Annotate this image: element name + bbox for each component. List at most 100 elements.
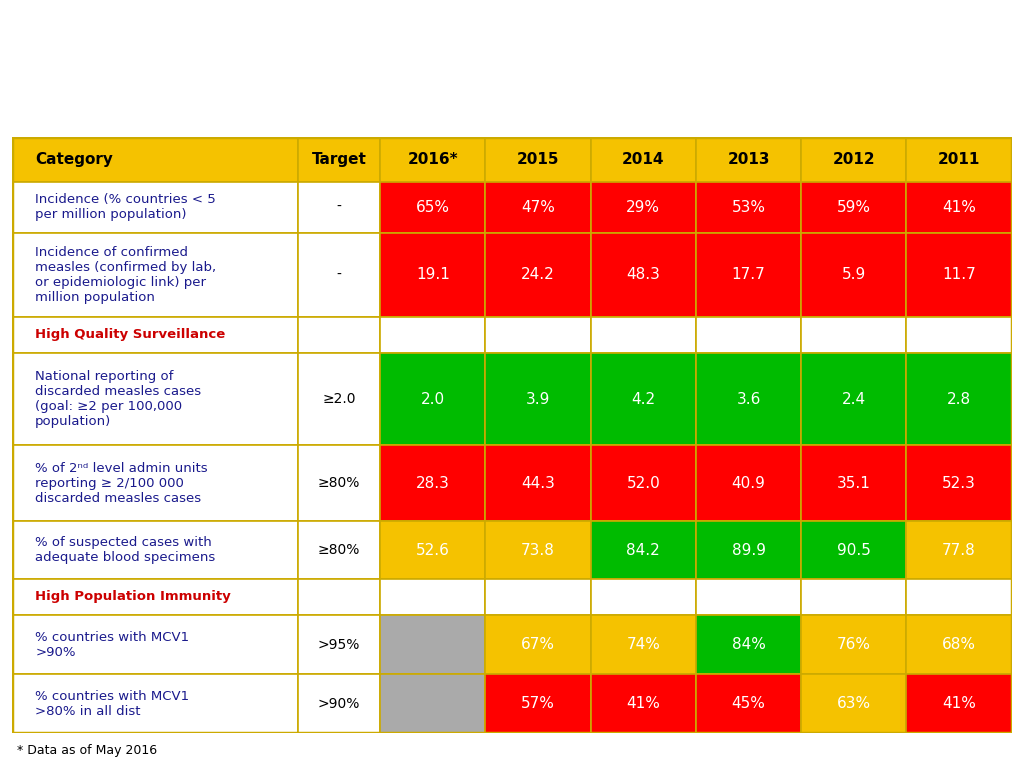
- Text: % of suspected cases with
adequate blood specimens: % of suspected cases with adequate blood…: [35, 536, 215, 564]
- Bar: [12, 181, 298, 233]
- Bar: [696, 353, 801, 445]
- Text: 52.0: 52.0: [627, 476, 660, 491]
- Text: Incidence (% countries < 5
per million population): Incidence (% countries < 5 per million p…: [35, 194, 216, 221]
- Bar: [906, 181, 1012, 233]
- Bar: [696, 233, 801, 317]
- Text: 2.8: 2.8: [947, 392, 971, 407]
- Text: 84.2: 84.2: [627, 543, 660, 558]
- Text: 41%: 41%: [627, 697, 660, 711]
- Bar: [906, 674, 1012, 733]
- Bar: [380, 579, 485, 615]
- Bar: [696, 615, 801, 674]
- Bar: [298, 233, 380, 317]
- Text: 2014: 2014: [622, 151, 665, 167]
- Bar: [801, 317, 906, 353]
- Bar: [380, 137, 485, 181]
- Bar: [380, 615, 485, 674]
- Bar: [298, 521, 380, 579]
- Text: 19.1: 19.1: [416, 267, 450, 283]
- Bar: [591, 674, 696, 733]
- Text: 41%: 41%: [942, 200, 976, 215]
- Bar: [485, 317, 591, 353]
- Text: Elimination WPRO Region 2000-2016*: Elimination WPRO Region 2000-2016*: [202, 88, 822, 116]
- Text: 52.3: 52.3: [942, 476, 976, 491]
- Bar: [696, 445, 801, 521]
- Text: 17.7: 17.7: [732, 267, 766, 283]
- Bar: [380, 181, 485, 233]
- Bar: [298, 445, 380, 521]
- Text: 24.2: 24.2: [521, 267, 555, 283]
- Bar: [12, 445, 298, 521]
- Text: 67%: 67%: [521, 637, 555, 652]
- Bar: [801, 674, 906, 733]
- Bar: [696, 181, 801, 233]
- Text: % countries with MCV1
>80% in all dist: % countries with MCV1 >80% in all dist: [35, 690, 189, 718]
- Bar: [801, 181, 906, 233]
- Text: 11.7: 11.7: [942, 267, 976, 283]
- Text: 89.9: 89.9: [731, 543, 766, 558]
- Text: High Population Immunity: High Population Immunity: [35, 591, 230, 604]
- Bar: [906, 137, 1012, 181]
- Bar: [298, 615, 380, 674]
- Text: 52.6: 52.6: [416, 543, 450, 558]
- Text: 41%: 41%: [942, 697, 976, 711]
- Text: 2015: 2015: [517, 151, 559, 167]
- Bar: [380, 317, 485, 353]
- Bar: [591, 579, 696, 615]
- Text: 4.2: 4.2: [631, 392, 655, 407]
- Bar: [591, 233, 696, 317]
- Text: Target: Target: [311, 151, 367, 167]
- Text: 53%: 53%: [731, 200, 766, 215]
- Text: 47%: 47%: [521, 200, 555, 215]
- Bar: [591, 445, 696, 521]
- Text: ≥2.0: ≥2.0: [323, 392, 355, 406]
- Bar: [12, 521, 298, 579]
- Text: National reporting of
discarded measles cases
(goal: ≥2 per 100,000
population): National reporting of discarded measles …: [35, 370, 202, 429]
- Bar: [696, 521, 801, 579]
- Text: ≥80%: ≥80%: [317, 476, 360, 491]
- Text: Indicators of Progress Towards Measles (and Rubella): Indicators of Progress Towards Measles (…: [70, 28, 954, 56]
- Text: 2013: 2013: [727, 151, 770, 167]
- Text: 76%: 76%: [837, 637, 870, 652]
- Text: High Quality Surveillance: High Quality Surveillance: [35, 329, 225, 342]
- Bar: [12, 233, 298, 317]
- Text: 68%: 68%: [942, 637, 976, 652]
- Text: -: -: [337, 200, 342, 214]
- Text: % of 2ⁿᵈ level admin units
reporting ≥ 2/100 000
discarded measles cases: % of 2ⁿᵈ level admin units reporting ≥ 2…: [35, 462, 208, 505]
- Bar: [485, 353, 591, 445]
- Bar: [380, 521, 485, 579]
- Text: 90.5: 90.5: [837, 543, 870, 558]
- Text: Incidence of confirmed
measles (confirmed by lab,
or epidemiologic link) per
mil: Incidence of confirmed measles (confirme…: [35, 246, 216, 304]
- Bar: [801, 445, 906, 521]
- Bar: [906, 233, 1012, 317]
- Bar: [591, 521, 696, 579]
- Bar: [380, 674, 485, 733]
- Text: 2016*: 2016*: [408, 151, 458, 167]
- Bar: [906, 579, 1012, 615]
- Text: 5.9: 5.9: [842, 267, 866, 283]
- Bar: [485, 579, 591, 615]
- Text: >90%: >90%: [317, 697, 360, 711]
- Text: 45%: 45%: [731, 697, 766, 711]
- Bar: [906, 445, 1012, 521]
- Bar: [380, 233, 485, 317]
- Bar: [485, 674, 591, 733]
- Text: 2.4: 2.4: [842, 392, 866, 407]
- Bar: [485, 181, 591, 233]
- Bar: [485, 137, 591, 181]
- Bar: [906, 521, 1012, 579]
- Text: 2011: 2011: [938, 151, 980, 167]
- Text: 2012: 2012: [833, 151, 876, 167]
- Bar: [380, 445, 485, 521]
- Text: -: -: [337, 268, 342, 282]
- Text: 40.9: 40.9: [731, 476, 766, 491]
- Text: % countries with MCV1
>90%: % countries with MCV1 >90%: [35, 631, 189, 659]
- Text: 3.9: 3.9: [526, 392, 550, 407]
- Bar: [485, 233, 591, 317]
- Bar: [298, 353, 380, 445]
- Text: 65%: 65%: [416, 200, 450, 215]
- Text: 48.3: 48.3: [627, 267, 660, 283]
- Bar: [298, 674, 380, 733]
- Text: 77.8: 77.8: [942, 543, 976, 558]
- Text: >95%: >95%: [317, 637, 360, 651]
